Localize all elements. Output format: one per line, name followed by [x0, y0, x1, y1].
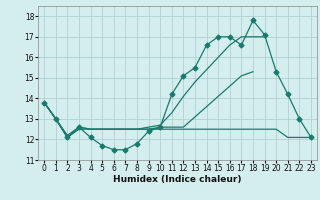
X-axis label: Humidex (Indice chaleur): Humidex (Indice chaleur) [113, 175, 242, 184]
